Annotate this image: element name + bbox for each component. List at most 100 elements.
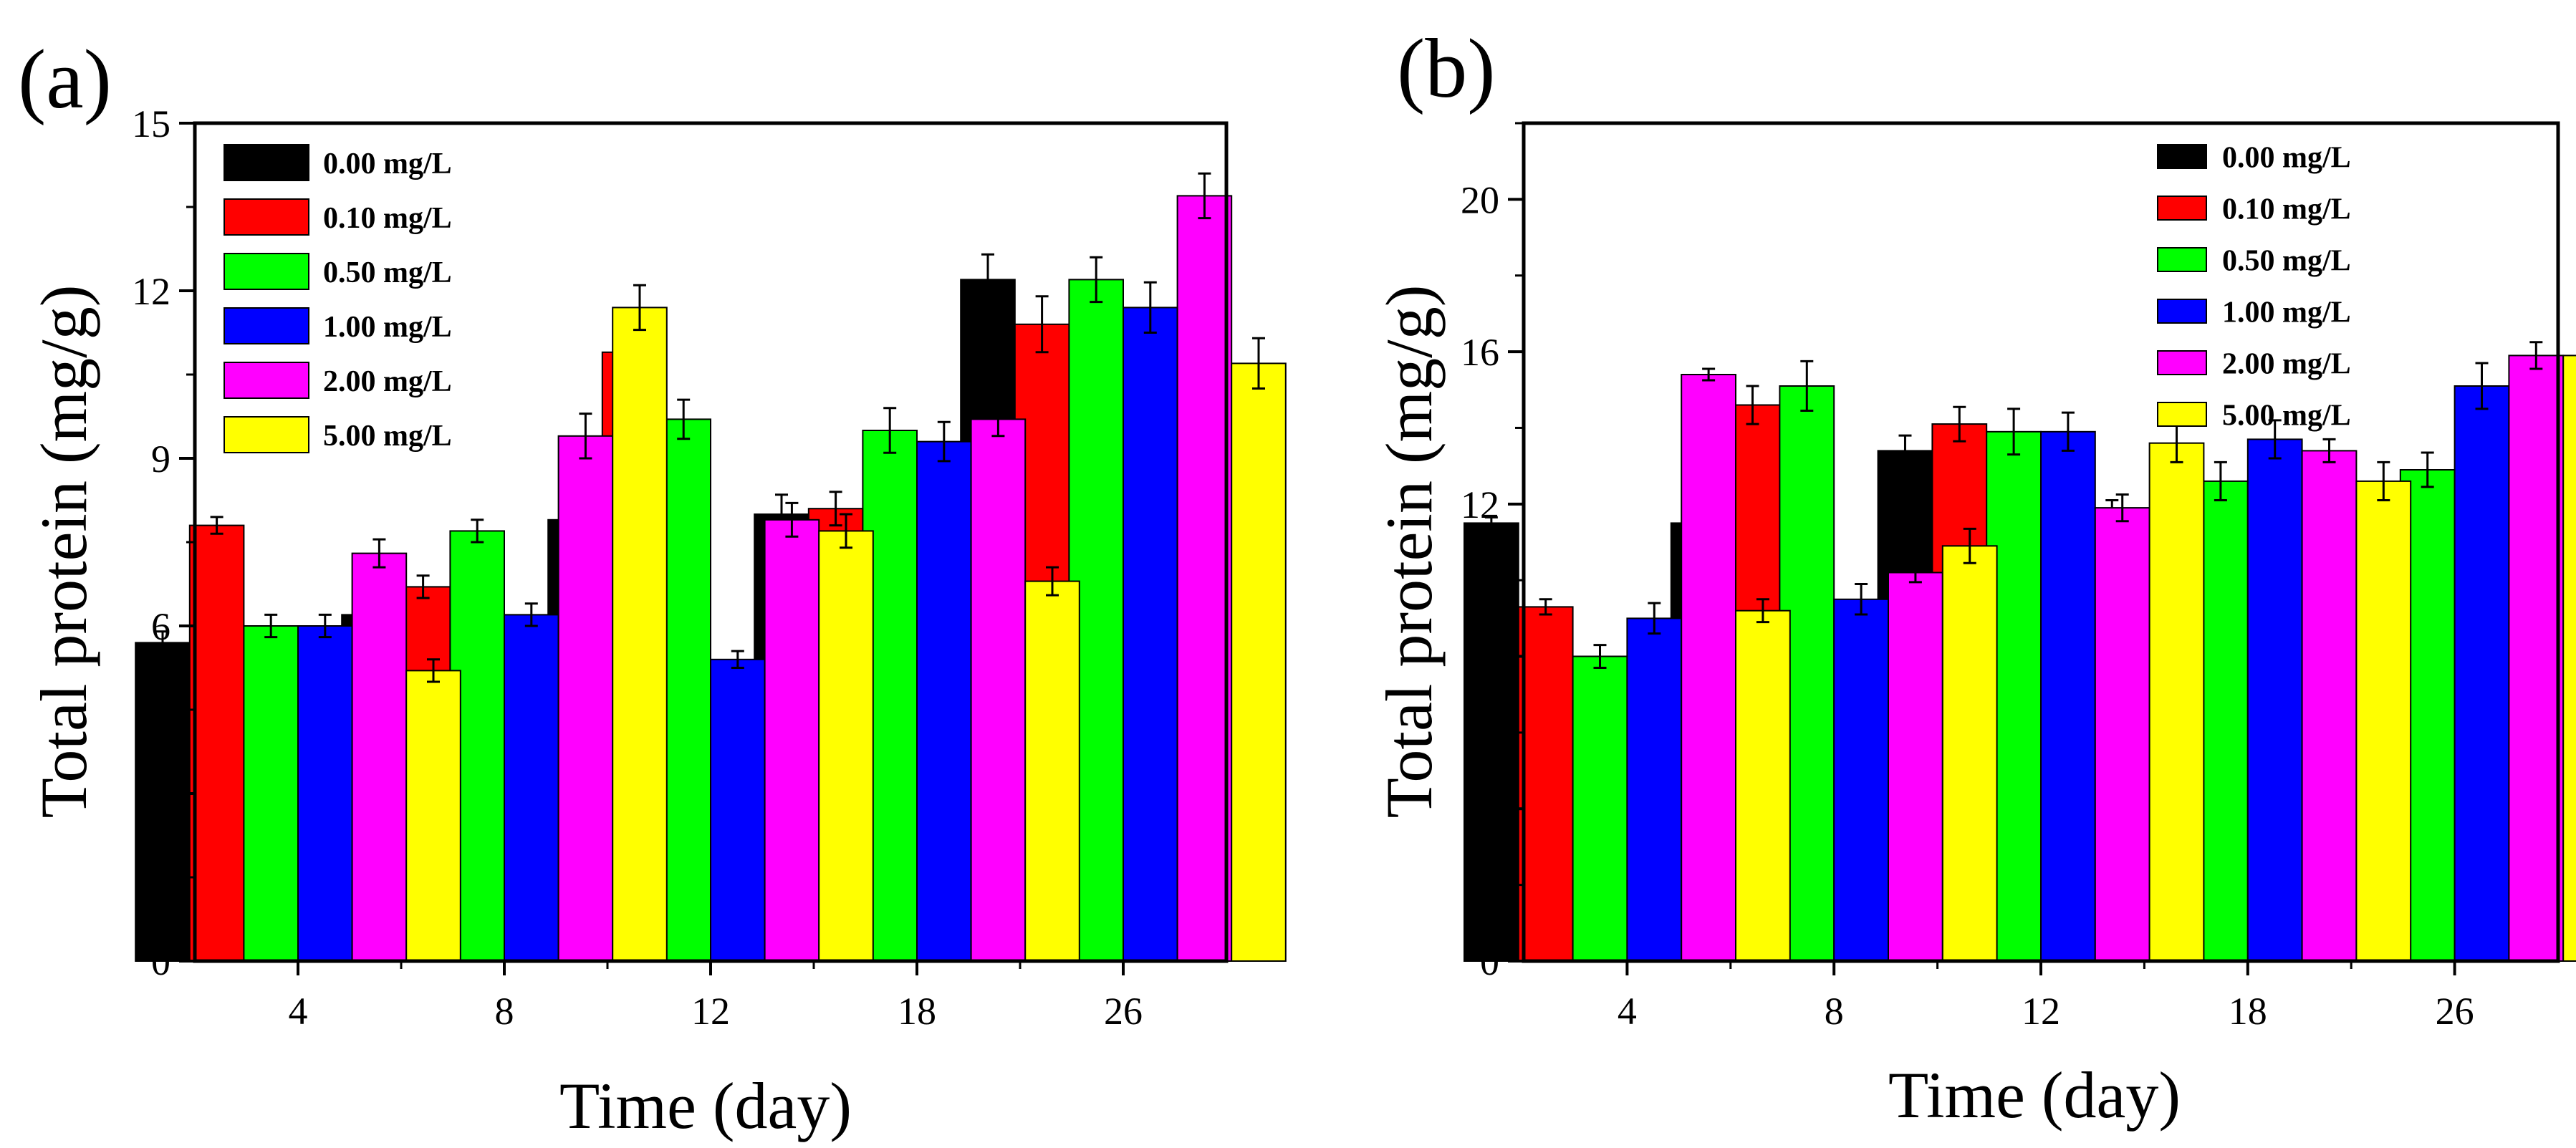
legend-swatch — [224, 416, 309, 453]
error-bar — [1090, 256, 1103, 304]
legend-label: 5.00 mg/L — [2222, 400, 2351, 433]
error-bar — [883, 407, 897, 454]
y-tick-label: 6 — [151, 605, 170, 648]
error-bar — [981, 253, 994, 306]
error-bar — [318, 613, 332, 639]
error-bar — [2268, 419, 2282, 460]
y-tick-label: 12 — [132, 270, 170, 313]
legend-label: 1.00 mg/L — [2222, 296, 2351, 329]
error-bar — [633, 284, 646, 332]
error-bar — [1953, 405, 1966, 443]
legend-swatch — [2157, 402, 2207, 427]
bar-5-00-mg-l-day-26 — [2562, 354, 2576, 962]
bar-5-00-mg-l-day-12 — [2148, 442, 2205, 962]
panel-a-plot-area: 0 3 6 9 12 15 4 8 12 18 26 0.00 mg/L 0.10 mg/L 0.50 m… — [132, 102, 1287, 1033]
x-tick-label: 12 — [691, 990, 730, 1033]
error-bar — [524, 602, 538, 627]
error-bar — [579, 413, 592, 460]
error-bar — [1746, 385, 1759, 425]
error-bar — [2377, 460, 2390, 501]
bar-2-00-mg-l-day-4 — [1681, 374, 1736, 962]
y-tick-label: 0 — [1480, 940, 1499, 983]
error-bar — [1800, 360, 1814, 413]
x-tick-label: 4 — [1618, 990, 1637, 1033]
bar-0-10-mg-l-day-4 — [188, 524, 245, 962]
legend-swatch — [224, 253, 309, 290]
bar-5-00-mg-l-day-8 — [1941, 545, 1998, 962]
bar-0-50-mg-l-day-4 — [243, 625, 299, 962]
x-tick-label: 8 — [495, 990, 514, 1033]
error-bar — [416, 574, 430, 599]
error-bar — [1484, 516, 1498, 530]
legend: 0.00 mg/L 0.10 mg/L 0.50 mg/L 1.00 mg/L 2.00… — [224, 144, 452, 453]
error-bar — [373, 538, 386, 569]
y-tick-label: 0 — [151, 940, 170, 983]
legend-label: 5.00 mg/L — [323, 420, 452, 453]
error-bar — [1593, 644, 1607, 669]
bar-5-00-mg-l-day-8 — [612, 307, 668, 962]
error-bar — [2322, 438, 2336, 463]
legend-label: 0.00 mg/L — [2222, 142, 2351, 175]
legend-label: 2.00 mg/L — [323, 365, 452, 398]
panel-a: (a) Total protein (mg/g) Time (day) 0 3 6 9… — [18, 32, 1287, 1142]
bar-0-50-mg-l-day-4 — [1572, 655, 1628, 962]
bar-0-10-mg-l-day-4 — [1517, 606, 1574, 963]
error-bar — [937, 420, 951, 463]
y-tick-label: 9 — [151, 438, 170, 481]
error-bar — [1143, 281, 1157, 334]
error-bar — [2475, 362, 2489, 410]
error-bar — [731, 650, 744, 669]
error-bar — [1898, 434, 1912, 468]
bar-2-00-mg-l-day-12 — [2094, 507, 2150, 962]
error-bar — [677, 398, 691, 440]
y-tick-label: 15 — [132, 102, 170, 145]
error-bar — [427, 658, 440, 683]
error-bar — [2007, 407, 2021, 456]
bar-2-00-mg-l-day-4 — [351, 552, 408, 962]
legend-label: 0.10 mg/L — [323, 202, 452, 235]
legend-swatch — [224, 307, 309, 344]
bar-2-00-mg-l-day-26 — [2508, 354, 2565, 962]
error-bar — [829, 491, 842, 527]
panel-b: (b) Total protein (mg/g) Time (day) 0 4 8 1… — [1373, 21, 2576, 1132]
legend-swatch — [224, 144, 309, 181]
error-bar — [1198, 172, 1211, 220]
panel-a-x-axis-title: Time (day) — [559, 1069, 852, 1142]
legend-swatch — [224, 362, 309, 399]
x-tick-label: 26 — [1104, 990, 1143, 1033]
error-bar — [1648, 602, 1661, 635]
error-bar — [471, 518, 484, 544]
bar-2-00-mg-l-day-8 — [1888, 571, 1943, 962]
legend-label: 0.50 mg/L — [2222, 245, 2351, 278]
x-tick-label: 12 — [2022, 990, 2060, 1033]
panel-b-label: (b) — [1397, 21, 1496, 115]
bar-2-00-mg-l-day-8 — [557, 435, 614, 962]
error-bar — [210, 516, 224, 535]
legend-label: 0.10 mg/L — [2222, 193, 2351, 226]
legend-swatch — [224, 198, 309, 236]
panel-b-plot-area: 0 4 8 12 16 20 4 8 12 18 26 0.00 mg/L 0.10 mg/L 0.50 … — [1461, 121, 2576, 1033]
y-tick-label: 3 — [151, 773, 170, 816]
error-bar — [991, 401, 1005, 438]
legend-swatch — [2157, 196, 2207, 221]
error-bar — [1252, 337, 1265, 390]
error-bar — [1908, 561, 1922, 584]
error-bar — [1702, 367, 1716, 382]
error-bar — [785, 501, 799, 538]
panel-b-y-axis-title: Total protein (mg/g) — [1373, 285, 1446, 819]
bar-0-00-mg-l-day-4 — [1464, 522, 1519, 962]
legend-label: 1.00 mg/L — [323, 311, 452, 344]
legend-swatch — [2157, 350, 2207, 375]
bar-1-00-mg-l-day-18 — [916, 440, 972, 962]
panel-a-y-axis-title: Total protein (mg/g) — [27, 285, 100, 819]
y-tick-label: 4 — [1480, 788, 1499, 831]
bar-0-00-mg-l-day-4 — [135, 642, 191, 963]
error-bar — [1035, 295, 1049, 354]
x-tick-label: 4 — [289, 990, 308, 1033]
panel-b-x-axis-title: Time (day) — [1888, 1058, 2181, 1132]
error-bar — [2061, 411, 2075, 452]
error-bar — [2529, 341, 2543, 370]
bar-1-00-mg-l-day-18 — [2246, 438, 2303, 962]
error-bar — [156, 630, 169, 655]
bar-1-00-mg-l-day-12 — [710, 658, 766, 962]
